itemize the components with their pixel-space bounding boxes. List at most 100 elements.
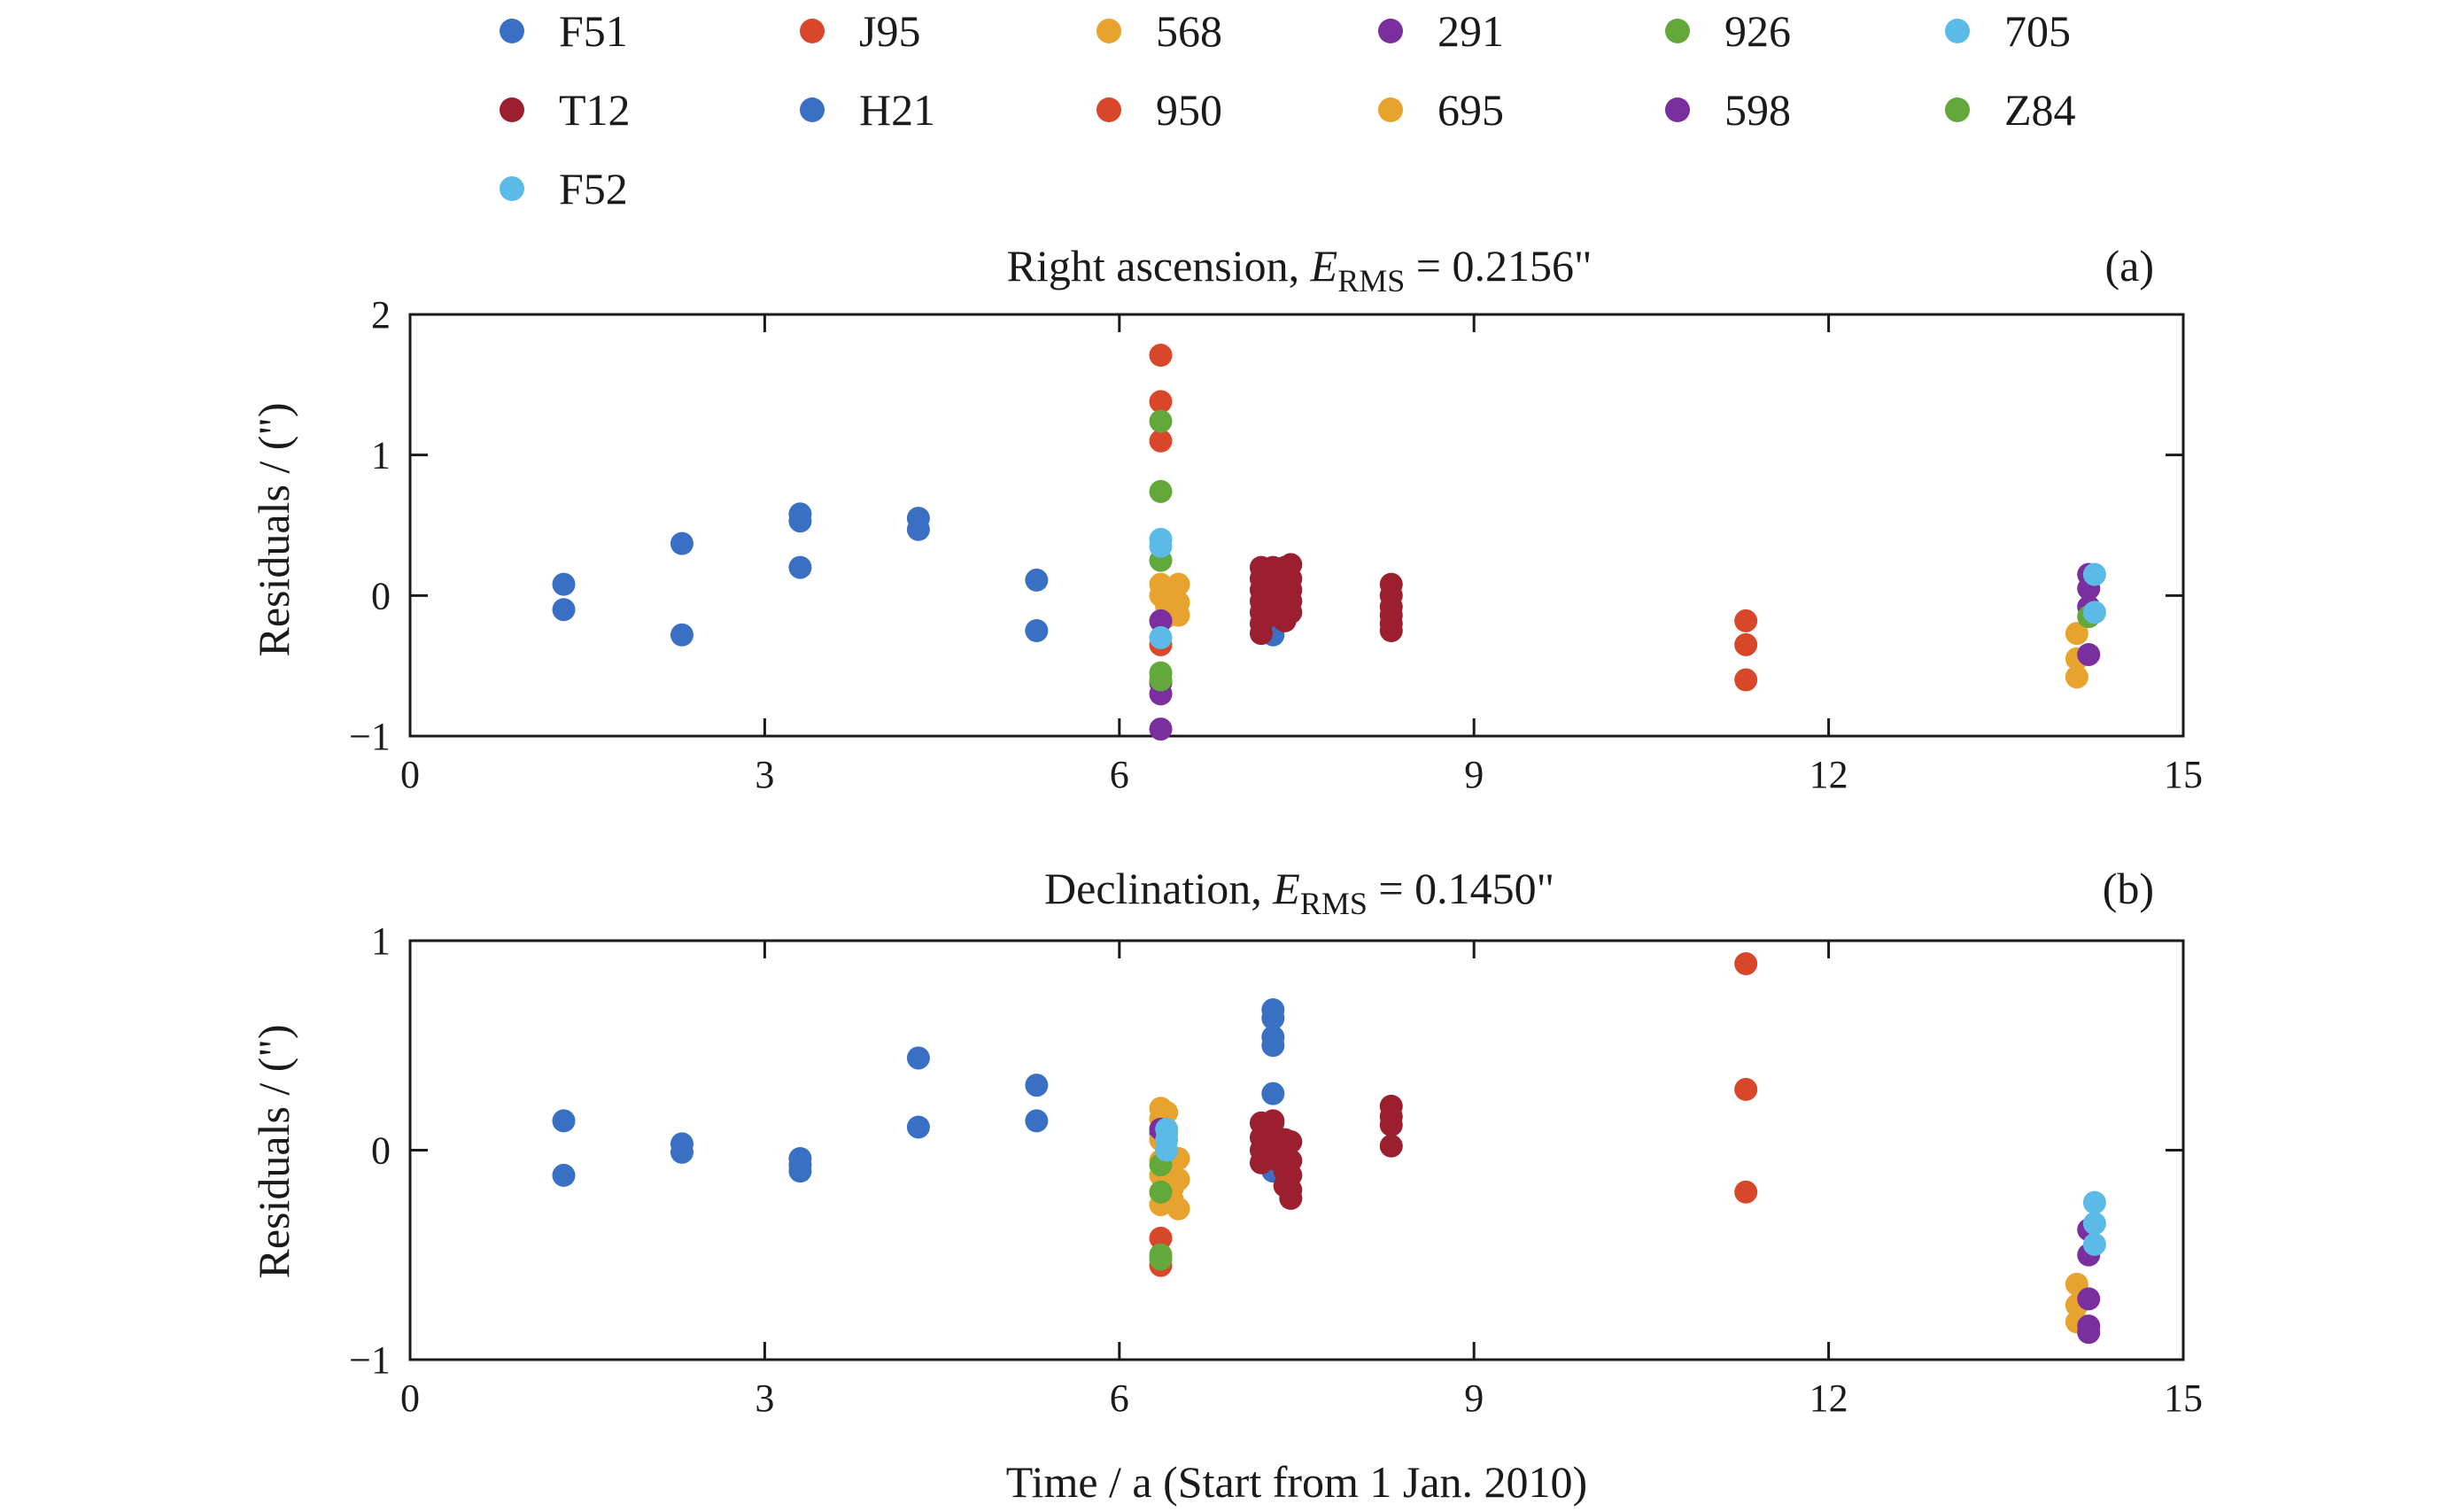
panel-b-x-tick-label: 6 — [1110, 1376, 1129, 1420]
legend-marker — [1378, 19, 1403, 43]
legend-marker — [800, 97, 825, 122]
panel-b-y-axis-label: Residuals / (") — [249, 1024, 298, 1278]
data-point-568 — [1166, 1167, 1190, 1191]
legend-label: T12 — [559, 85, 631, 135]
panel-b-title: Declination, ERMS = 0.1450" — [1044, 864, 1554, 921]
panel-a-plot-frame — [408, 313, 2185, 738]
panel-a-y-tick-label: −1 — [349, 715, 391, 758]
data-point-926 — [1149, 479, 1173, 503]
data-point-705 — [2082, 1232, 2106, 1256]
series-T12 — [1249, 553, 1403, 646]
data-point-F51 — [552, 572, 576, 596]
legend-label: 705 — [2004, 6, 2071, 56]
data-point-291 — [2077, 642, 2101, 666]
data-point-F51 — [670, 1140, 694, 1164]
data-point-F51 — [670, 623, 694, 647]
data-point-J95 — [1149, 390, 1173, 414]
legend-label: F52 — [559, 164, 628, 213]
data-point-F51 — [552, 598, 576, 622]
panel-b-y-tick-label: 0 — [371, 1129, 391, 1173]
legend-marker — [500, 19, 524, 43]
data-point-J95 — [1149, 344, 1173, 368]
legend-item-T12: T12 — [500, 85, 631, 135]
panel-b-x-tick-label: 15 — [2164, 1376, 2203, 1420]
data-point-F51 — [906, 517, 930, 541]
data-point-T12 — [1279, 601, 1303, 624]
data-point-926 — [1149, 668, 1173, 692]
panel-a-tag: (a) — [2105, 241, 2155, 291]
legend-marker — [1665, 19, 1690, 43]
data-point-291 — [2077, 1321, 2101, 1345]
data-point-F51 — [552, 1109, 576, 1133]
data-point-T12 — [1379, 1113, 1403, 1137]
legend-marker — [500, 97, 524, 122]
data-point-568 — [1166, 1197, 1190, 1221]
data-point-705 — [1149, 625, 1173, 649]
panel-a-x-tick-label: 15 — [2164, 753, 2203, 796]
legend-label: J95 — [859, 6, 920, 56]
data-point-T12 — [1379, 619, 1403, 642]
legend-label: 926 — [1724, 6, 1791, 56]
legend: F51 J95 568 291 926 705 T12 H21 950 695 598 Z84 F52 — [500, 6, 2076, 213]
legend-marker — [1945, 19, 1970, 43]
data-point-T12 — [1249, 622, 1273, 646]
data-point-F51 — [1261, 1034, 1285, 1058]
data-point-568 — [2065, 665, 2088, 689]
panel-a-y-axis-label: Residuals / (") — [249, 402, 298, 656]
data-point-950 — [1734, 952, 1758, 976]
data-point-926 — [1149, 1180, 1173, 1204]
data-point-F51 — [552, 1163, 576, 1187]
legend-item-J95: J95 — [800, 6, 920, 56]
panel-a-right-ascension: Right ascension, ERMS = 0.2156" (a) Resi… — [249, 241, 2203, 796]
legend-marker — [1378, 97, 1403, 122]
data-point-F51 — [906, 1115, 930, 1139]
data-point-F51 — [1025, 568, 1049, 592]
data-point-F51 — [1025, 1074, 1049, 1097]
panel-a-points — [552, 344, 2106, 741]
legend-label: Z84 — [2004, 85, 2076, 135]
data-point-705 — [2082, 601, 2106, 624]
panel-b-tag: (b) — [2103, 864, 2154, 913]
legend-item-695: 695 — [1378, 85, 1504, 135]
panel-a-title: Right ascension, ERMS = 0.2156" — [1007, 241, 1592, 299]
data-point-291 — [2077, 1287, 2101, 1311]
series-705 — [1155, 1117, 2106, 1256]
panel-a-y-tick-label: 1 — [371, 434, 391, 477]
legend-marker — [1097, 97, 1121, 122]
data-point-926 — [1149, 1247, 1173, 1271]
data-point-291 — [1149, 609, 1173, 632]
data-point-T12 — [1279, 1186, 1303, 1210]
data-point-291 — [1149, 717, 1173, 741]
panel-b-declination: Declination, ERMS = 0.1450" (b) Residual… — [249, 864, 2203, 1420]
legend-label: 291 — [1437, 6, 1504, 56]
data-point-950 — [1734, 1180, 1758, 1204]
legend-item-H21: H21 — [800, 85, 935, 135]
series-950 — [1734, 609, 1758, 692]
data-point-568 — [2065, 622, 2088, 646]
data-point-705 — [2082, 1212, 2106, 1236]
panel-b-x-tick-label: 0 — [400, 1376, 420, 1420]
series-568 — [1149, 572, 2088, 689]
data-point-F51 — [788, 1159, 812, 1183]
legend-item-705: 705 — [1945, 6, 2071, 56]
legend-label: 695 — [1437, 85, 1504, 135]
data-point-F51 — [788, 555, 812, 579]
panel-b-y-tick-label: −1 — [349, 1338, 391, 1382]
panel-b-axes: 0 3 6 9 12 15−101 — [349, 919, 2203, 1420]
panel-a-x-tick-label: 9 — [1464, 753, 1484, 796]
legend-label: 950 — [1156, 85, 1222, 135]
data-point-J95 — [1149, 429, 1173, 453]
panel-b-x-tick-label: 3 — [755, 1376, 774, 1420]
series-950 — [1734, 952, 1758, 1204]
panel-a-y-tick-label: 2 — [371, 293, 391, 337]
data-point-705 — [2082, 1190, 2106, 1214]
legend-label: H21 — [859, 85, 935, 135]
panel-a-x-tick-label: 3 — [755, 753, 774, 796]
data-point-F51 — [1025, 1109, 1049, 1133]
data-point-950 — [1734, 609, 1758, 632]
series-T12 — [1249, 1094, 1403, 1210]
series-705 — [1149, 527, 2106, 649]
panel-b-points — [552, 952, 2106, 1345]
